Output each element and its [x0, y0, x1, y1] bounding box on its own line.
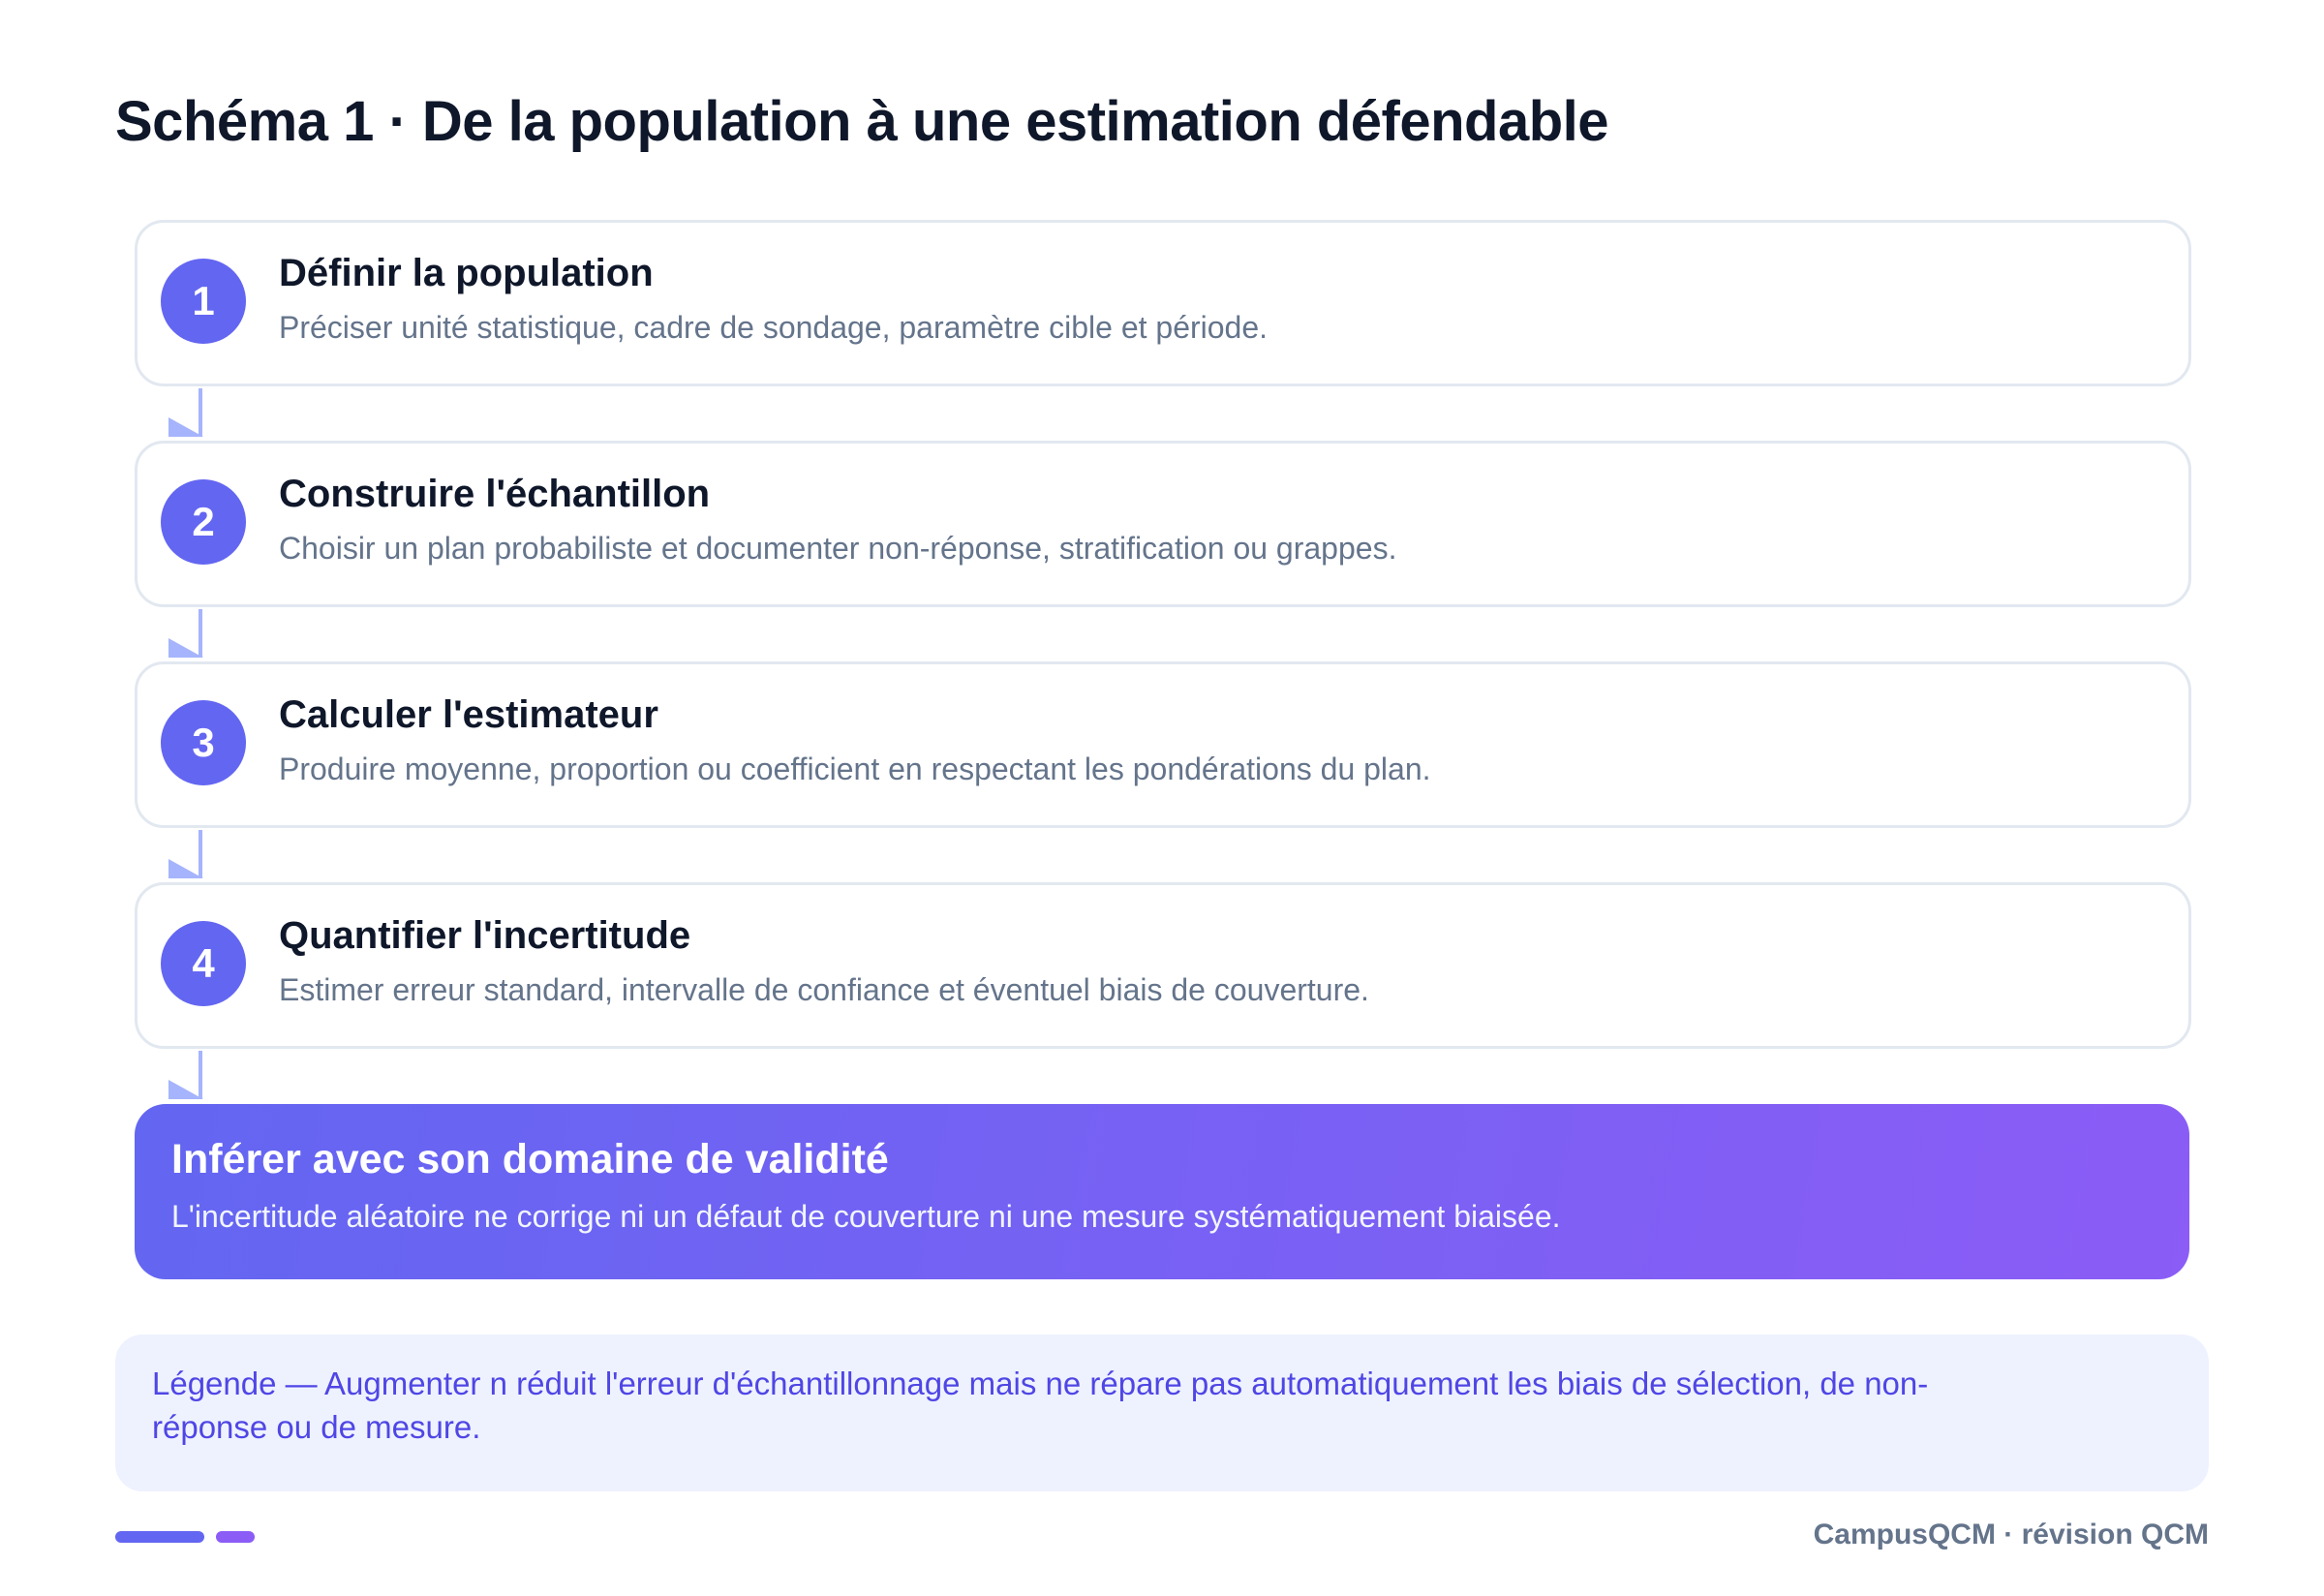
- arrow: [168, 1051, 203, 1099]
- conclusion-text: L'incertitude aléatoire ne corrige ni un…: [171, 1199, 1561, 1234]
- step-title: Calculer l'estimateur: [279, 693, 658, 736]
- step-number: 2: [161, 479, 246, 565]
- step-title: Construire l'échantillon: [279, 473, 711, 515]
- legend-box: Légende — Augmenter n réduit l'erreur d'…: [115, 1335, 2209, 1491]
- step-description: Produire moyenne, proportion ou coeffici…: [279, 752, 1431, 786]
- step-number: 1: [161, 259, 246, 344]
- step-description: Préciser unité statistique, cadre de son…: [279, 310, 1269, 345]
- footer-brand: CampusQCM · révision QCM: [1813, 1519, 2209, 1550]
- step-title: Définir la population: [279, 252, 654, 294]
- arrow: [168, 830, 203, 878]
- title: Schéma 1 · De la population à une estima…: [115, 90, 1609, 153]
- accent-bar: [216, 1531, 255, 1543]
- step-card: 3 Calculer l'estimateur Produire moyenne, …: [135, 661, 2191, 828]
- step-card: 1 Définir la population Préciser unité sta…: [135, 220, 2191, 386]
- arrow: [168, 609, 203, 658]
- step-number: 3: [161, 700, 246, 785]
- step-card: 4 Quantifier l'incertitude Estimer erreur …: [135, 882, 2191, 1049]
- conclusion-box: Inférer avec son domaine de validité L'i…: [135, 1104, 2189, 1279]
- step-description: Choisir un plan probabiliste et document…: [279, 531, 1397, 566]
- arrow: [168, 388, 203, 437]
- conclusion-title: Inférer avec son domaine de validité: [171, 1136, 889, 1182]
- accent-bar: [115, 1531, 204, 1543]
- legend-text: Légende — Augmenter n réduit l'erreur d'…: [152, 1366, 1929, 1445]
- step-card: 2 Construire l'échantillon Choisir un plan…: [135, 441, 2191, 607]
- step-number: 4: [161, 921, 246, 1006]
- step-description: Estimer erreur standard, intervalle de c…: [279, 972, 1369, 1007]
- step-title: Quantifier l'incertitude: [279, 914, 691, 957]
